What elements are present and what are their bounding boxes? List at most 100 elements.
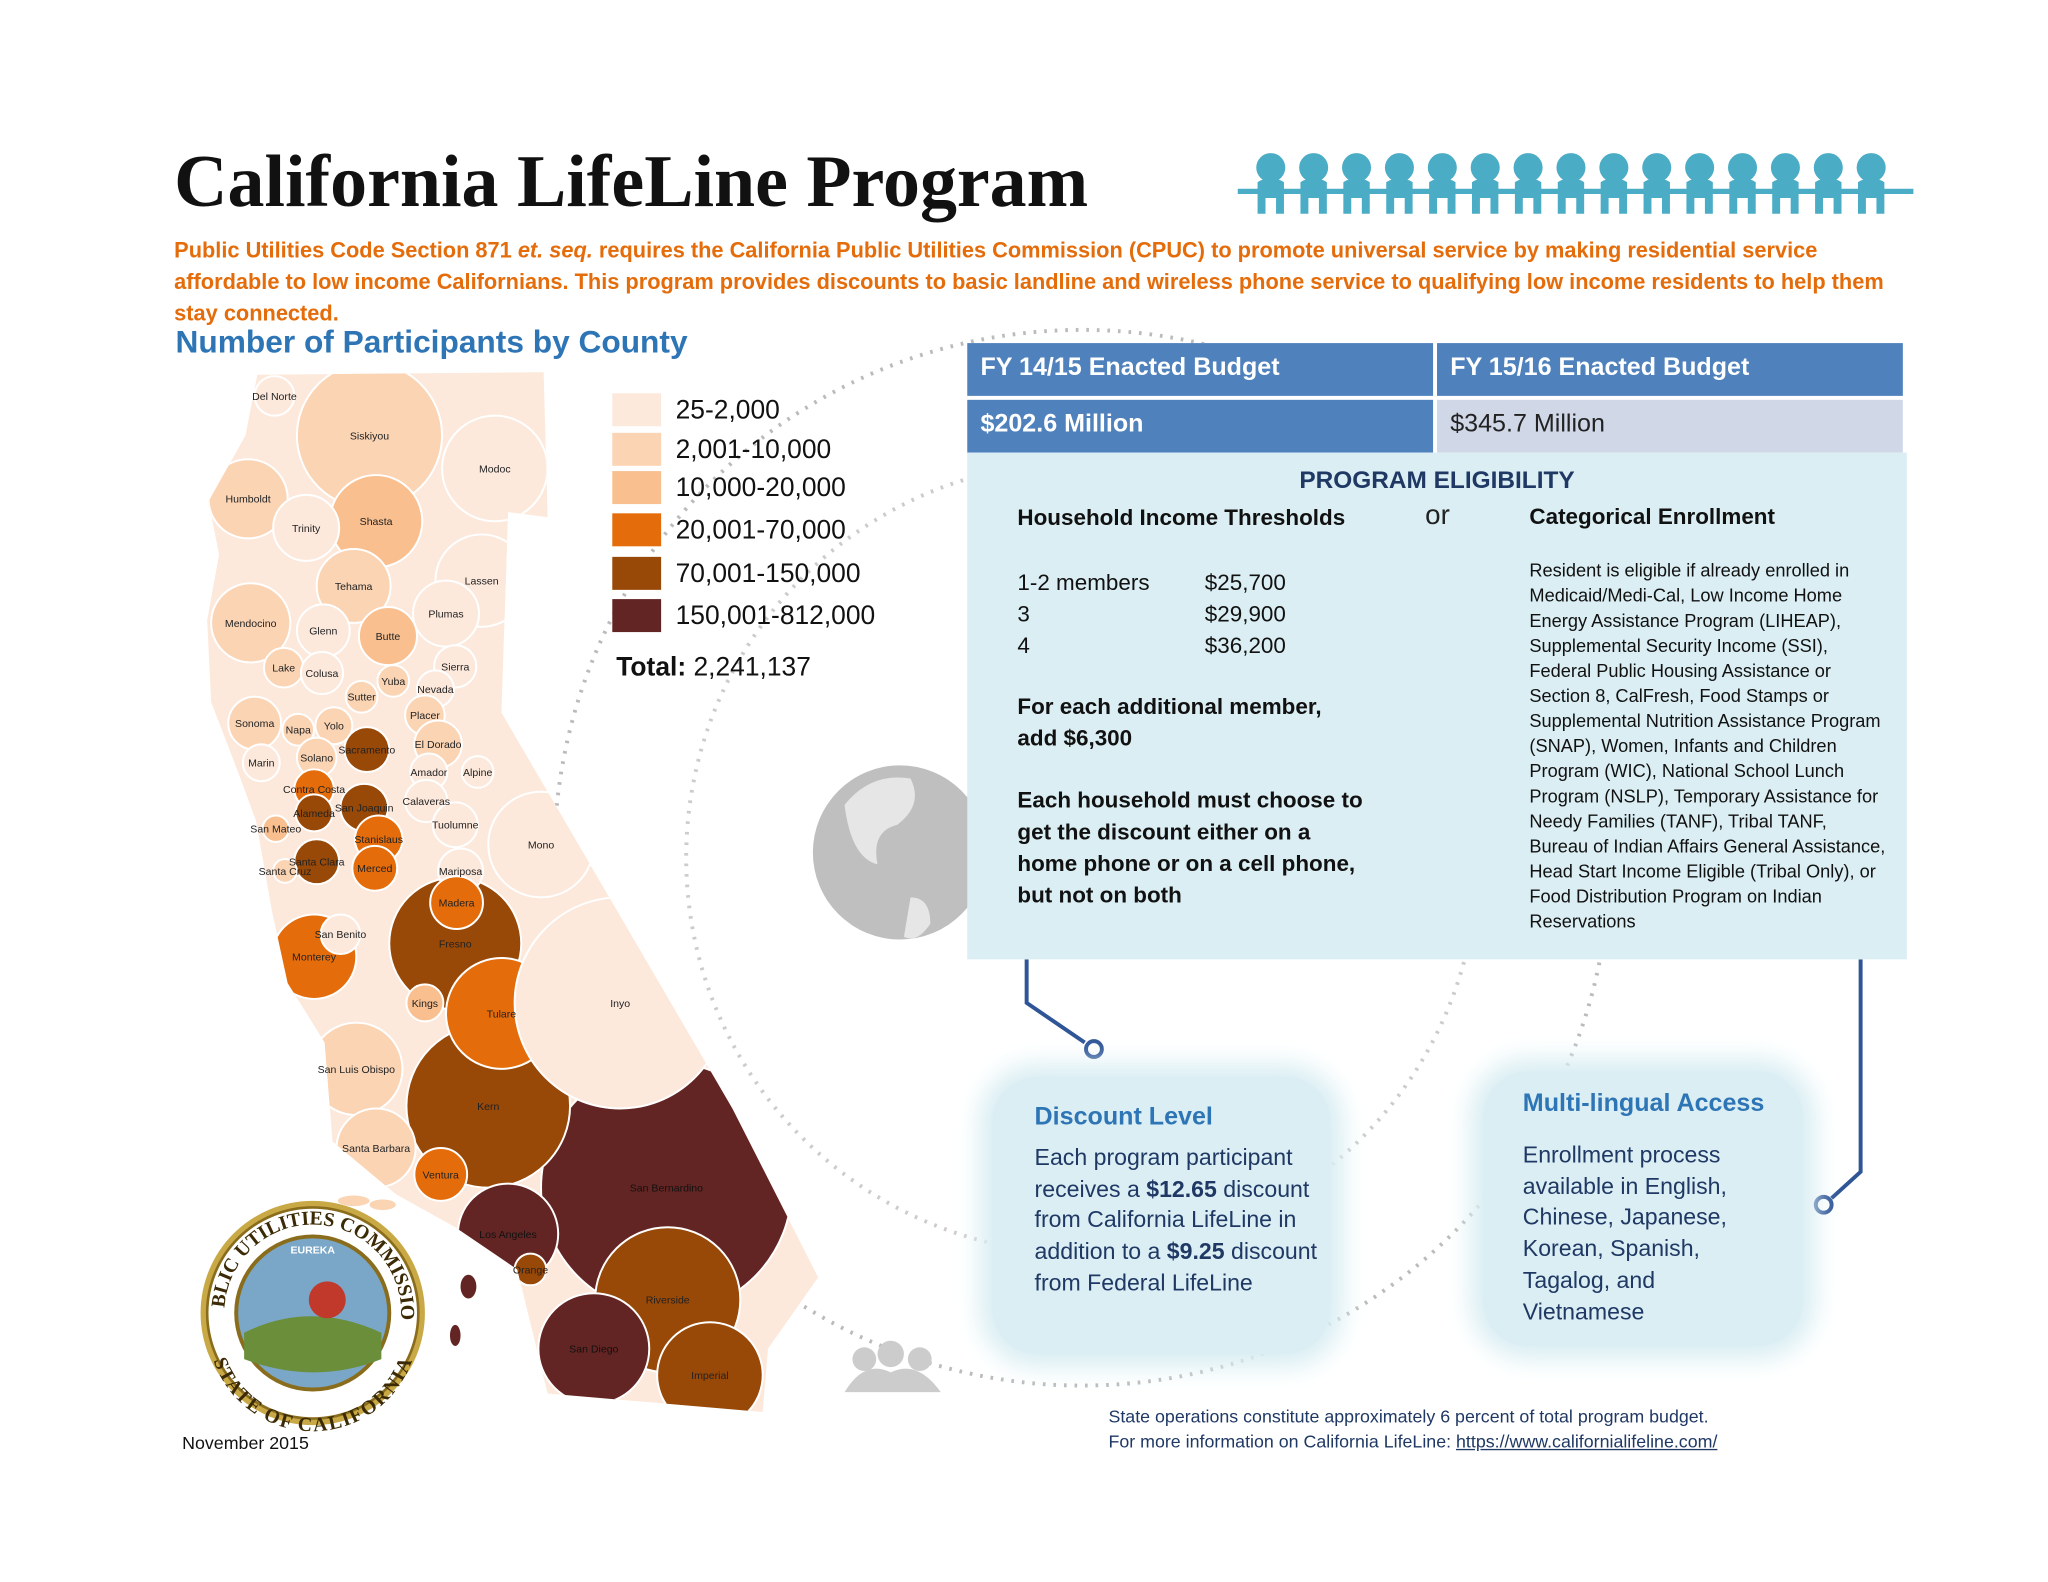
county (299, 650, 345, 696)
county (272, 858, 298, 884)
note: State operations constitute approximatel… (1108, 1406, 1709, 1427)
map-title: Number of Participants by County (175, 324, 688, 361)
legend-swatch (612, 599, 662, 633)
county-label: Butte (376, 631, 401, 643)
budget-header: FY 15/16 Enacted Budget (1437, 343, 1903, 396)
person-body (1600, 178, 1628, 214)
county (281, 712, 316, 747)
county (261, 814, 290, 843)
legend-label: 150,001-812,000 (675, 601, 876, 631)
amount: $9.25 (1166, 1237, 1225, 1265)
choice: Each household must choose to get the di… (1017, 787, 1363, 908)
county (344, 679, 379, 714)
discount-title: Discount Level (1034, 1103, 1213, 1131)
county-label: Merced (357, 863, 392, 875)
county-map: San Bernardino Kern Fresno Riverside Tulare I… (0, 356, 819, 1436)
additional: For each additional member, add $6,300 (1017, 694, 1322, 751)
person-body (1772, 178, 1799, 214)
person-head (1599, 153, 1629, 183)
budget-value: $202.6 Million (967, 399, 1434, 453)
connector-end (1084, 1039, 1104, 1059)
income-title: Household Income Thresholds (1017, 505, 1346, 531)
county-label: Sacramento (338, 744, 395, 756)
date: November 2015 (182, 1433, 309, 1453)
county (413, 1147, 469, 1202)
legend-swatch (612, 556, 662, 590)
globe-land (844, 777, 931, 939)
county-label: Napa (286, 725, 311, 737)
county-label: Glenn (309, 626, 337, 638)
legend-swatch (612, 393, 662, 427)
legend-label: 20,001-70,000 (675, 515, 846, 545)
county-label: Mono (528, 839, 555, 851)
county-label: Trinity (292, 523, 321, 535)
county-label: Tuolumne (432, 820, 479, 832)
intro-em: et. seq. (517, 238, 593, 263)
county-label: Madera (439, 898, 475, 910)
intro: Public Utilities Code Section 871 et. se… (174, 235, 1916, 330)
categorical-title: Categorical Enrollment (1529, 504, 1775, 530)
budget-value: $345.7 Million (1437, 399, 1903, 453)
person-head (1556, 153, 1586, 183)
county-label: Sierra (441, 661, 469, 673)
person-head (1813, 153, 1843, 183)
county-label: Calaveras (402, 796, 449, 808)
county-label: Humboldt (226, 494, 271, 506)
seal-land (244, 1316, 382, 1373)
person-head (1470, 153, 1500, 183)
county-label: San Mateo (250, 824, 301, 836)
people-icon (844, 1340, 941, 1393)
county (656, 1321, 764, 1412)
seal-motto: EUREKA (290, 1245, 335, 1257)
county-label: Nevada (417, 684, 453, 696)
county (405, 983, 445, 1023)
budget-table: FY 14/15 Enacted Budget FY 15/16 Enacted… (967, 343, 1907, 453)
person-body (1729, 178, 1756, 214)
threshold-row: 3 $29,900 (1017, 599, 1360, 631)
more-info: For more information on California LifeL… (1108, 1432, 1717, 1452)
county-label: Orange (513, 1264, 548, 1276)
person-body (1386, 178, 1413, 214)
county-label: Santa Clara (289, 857, 345, 869)
person-body (1300, 178, 1327, 214)
text: Each program participant receives a (1034, 1144, 1293, 1202)
people-chain (1237, 153, 1914, 214)
seal-figure (308, 1281, 346, 1319)
county-label: Santa Cruz (259, 866, 312, 878)
county (293, 838, 341, 886)
title: California LifeLine Program (174, 141, 1089, 224)
person-body (1472, 178, 1499, 214)
person-head (1685, 153, 1715, 183)
person-head (1299, 153, 1329, 183)
members: 3 (1017, 601, 1030, 627)
county-label: San Luis Obispo (318, 1064, 396, 1076)
county-label: Sutter (347, 692, 376, 704)
county-label: Fresno (439, 938, 472, 950)
multilingual-box: Multi-lingual Access Enrollment process … (1483, 1071, 1803, 1346)
person-body (1815, 178, 1842, 214)
total: Total: 2,241,137 (616, 653, 811, 683)
text: discount from Federal LifeLine (1034, 1237, 1318, 1296)
discount-box: Discount Level Each program participant … (992, 1076, 1331, 1354)
total-value: 2,241,137 (693, 653, 811, 683)
county-label: Plumas (428, 609, 463, 621)
link[interactable]: https://www.californialifeline.com/ (1456, 1431, 1718, 1452)
person-body (1643, 178, 1670, 214)
county-label: Kings (412, 998, 438, 1010)
county-label: Yolo (324, 721, 344, 733)
county-label: Lake (272, 663, 295, 675)
person-body (1686, 178, 1713, 214)
county-label: San Bernardino (630, 1183, 703, 1195)
threshold-row: 1-2 members $25,700 (1017, 567, 1360, 599)
legend-swatch (612, 513, 662, 547)
county-label: Santa Barbara (342, 1143, 410, 1155)
eligibility-title: PROGRAM ELIGIBILITY (1299, 465, 1575, 494)
county (314, 706, 354, 746)
county-label: Alpine (463, 767, 492, 779)
county-label: Del Norte (252, 391, 297, 403)
county (319, 913, 362, 956)
county-label: Kern (477, 1101, 499, 1113)
islands (337, 1195, 477, 1346)
person-body (1557, 178, 1585, 214)
